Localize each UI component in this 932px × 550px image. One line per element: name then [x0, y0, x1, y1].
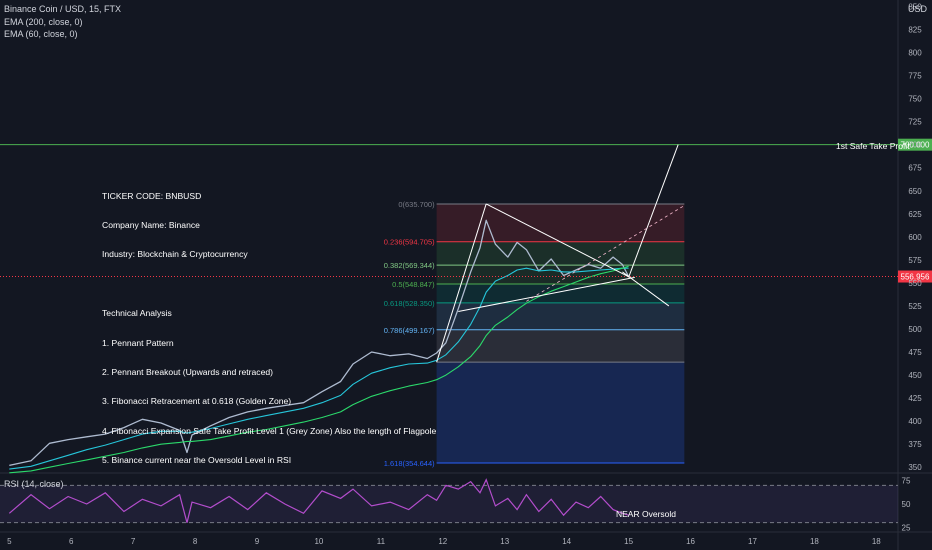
fib-level-label: 0.786(499.167) — [384, 326, 435, 335]
rsi-tick-label: 75 — [902, 477, 911, 486]
y-tick-label: 850 — [908, 2, 922, 11]
fib-zone — [436, 241, 685, 266]
fib-zone — [436, 203, 685, 242]
take-profit-label: 1st Safe Take Profit — [836, 141, 910, 151]
fib-zone — [436, 329, 685, 363]
ema-60-label[interactable]: EMA (60, close, 0) — [4, 29, 78, 39]
symbol-title: Binance Coin / USD, 15, FTX — [4, 4, 122, 14]
note-line: 1. Pennant Pattern — [102, 337, 174, 348]
y-tick-label: 650 — [908, 187, 922, 196]
rsi-band — [0, 485, 898, 523]
fib-zone — [436, 362, 685, 463]
chart-axes: 3503754004254504755005255505756006256506… — [7, 2, 922, 546]
y-tick-label: 400 — [908, 417, 922, 426]
fib-level-label: 0.618(528.350) — [384, 299, 435, 308]
trend-drawings: 700.000 556.956 — [0, 138, 932, 363]
rsi-panel: 25 50 75 — [0, 477, 911, 532]
projection-guide-line — [526, 205, 685, 302]
y-tick-label: 475 — [908, 348, 922, 357]
y-tick-label: 525 — [908, 302, 922, 311]
note-line: TICKER CODE: BNBUSD — [102, 190, 202, 201]
x-tick-label: 8 — [193, 537, 198, 546]
x-tick-label: 18 — [872, 537, 881, 546]
x-tick-label: 16 — [686, 537, 695, 546]
y-tick-label: 800 — [908, 49, 922, 58]
x-tick-label: 10 — [314, 537, 323, 546]
ema-200-label[interactable]: EMA (200, close, 0) — [4, 17, 83, 27]
pennant-lower-line — [458, 276, 635, 312]
series-line — [9, 219, 630, 467]
note-line — [102, 280, 436, 290]
fib-level-label: 0.5(548.847) — [392, 280, 435, 289]
y-tick-label: 750 — [908, 95, 922, 104]
x-tick-label: 18 — [810, 537, 819, 546]
y-tick-label: 350 — [908, 463, 922, 472]
x-tick-label: 6 — [69, 537, 74, 546]
series-line — [9, 267, 629, 470]
y-tick-label: 425 — [908, 394, 922, 403]
y-tick-label: 700 — [908, 141, 922, 150]
fib-level-label: 1.618(354.644) — [384, 459, 435, 468]
take-profit-badge — [898, 138, 932, 151]
x-tick-label: 5 — [7, 537, 12, 546]
rsi-tick-label: 25 — [902, 523, 911, 532]
y-tick-label: 550 — [908, 279, 922, 288]
price-series — [9, 219, 630, 474]
y-tick-label: 725 — [908, 118, 922, 127]
fib-zone — [436, 302, 685, 330]
y-tick-label: 600 — [908, 233, 922, 242]
pennant-upper-line — [485, 203, 632, 279]
note-line: 2. Pennant Breakout (Upwards and retrace… — [102, 366, 274, 377]
x-tick-label: 11 — [377, 537, 386, 546]
note-line: Technical Analysis — [102, 308, 172, 319]
rsi-line — [8, 478, 629, 523]
note-line: 4. Fibonacci Expansion Safe Take Profit … — [102, 425, 437, 436]
fib-level-label: 0(635.700) — [398, 200, 435, 209]
y-tick-label: 775 — [908, 72, 922, 81]
x-tick-label: 7 — [131, 537, 136, 546]
x-tick-label: 14 — [562, 537, 571, 546]
x-tick-label: 17 — [748, 537, 757, 546]
y-tick-label: 675 — [908, 164, 922, 173]
y-tick-label: 375 — [908, 440, 922, 449]
rsi-label[interactable]: RSI (14, close) — [4, 479, 64, 489]
currency-label: USD — [908, 4, 928, 14]
y-tick-label: 825 — [908, 25, 922, 34]
x-tick-label: 12 — [438, 537, 447, 546]
y-tick-label: 625 — [908, 210, 922, 219]
note-line: Company Name: Binance — [102, 219, 200, 230]
take-profit-value: 700.000 — [901, 141, 930, 150]
note-line: Industry: Blockchain & Cryptocurrency — [102, 249, 248, 260]
retrace-line — [622, 271, 670, 307]
fib-zone — [436, 283, 685, 303]
series-line — [9, 265, 629, 474]
fib-level-label: 0.236(594.705) — [384, 238, 435, 247]
x-tick-label: 9 — [255, 537, 260, 546]
y-tick-label: 500 — [908, 325, 922, 334]
fib-zone — [436, 265, 685, 284]
note-line: 5. Binance current near the Oversold Lev… — [102, 455, 292, 466]
y-tick-label: 450 — [908, 371, 922, 380]
fib-level-label: 0.382(569.344) — [384, 261, 435, 270]
x-tick-label: 15 — [624, 537, 633, 546]
rsi-note: NEAR Oversold — [616, 509, 676, 519]
y-tick-label: 575 — [908, 256, 922, 265]
flagpole-line — [436, 203, 487, 363]
fibonacci-retracement: 0(635.700) 0.236(594.705) 0.382(569.344) 0.… — [384, 200, 685, 468]
current-price-badge — [898, 270, 932, 283]
target-projection-line — [628, 144, 679, 278]
current-price-value: 556.956 — [901, 273, 930, 282]
note-line: 3. Fibonacci Retracement at 0.618 (Golde… — [102, 396, 292, 407]
rsi-tick-label: 50 — [902, 500, 911, 509]
analysis-note: TICKER CODE: BNBUSD Company Name: Binanc… — [102, 172, 436, 476]
x-tick-label: 13 — [500, 537, 509, 546]
